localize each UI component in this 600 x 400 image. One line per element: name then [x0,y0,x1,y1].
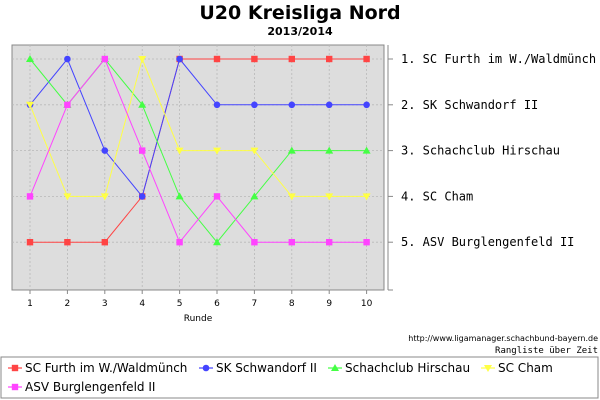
data-point [325,193,334,201]
data-point [176,55,183,63]
x-axis-label: Runde [184,314,213,324]
legend-box [0,356,599,399]
legend-label: Schachclub Hirschau [345,361,470,375]
data-point [138,100,147,108]
rank-label: 2. SK Schwandorf II [401,98,538,112]
data-point [325,101,333,109]
x-tick-label: 2 [65,299,71,309]
legend-marker [11,364,19,372]
legend-item: SK Schwandorf II [199,361,317,375]
legend-item: SC Furth im W./Waldmünch [8,361,187,375]
data-point [64,239,71,246]
x-tick-label: 8 [289,299,295,309]
legend-label: ASV Burglengenfeld II [25,380,155,394]
data-point [175,192,184,200]
rank-label: 4. SC Cham [401,189,473,203]
x-tick-label: 4 [139,299,145,309]
data-point [101,55,108,63]
data-point [26,239,34,246]
series-line [30,58,367,243]
data-point [251,239,258,246]
data-point [26,55,34,62]
data-point [326,55,333,63]
x-tick-label: 7 [252,299,258,309]
rank-label: 1. SC Furth im W./Waldmünch [401,52,596,66]
data-point [363,55,370,63]
data-point [100,193,109,201]
data-point [363,101,370,109]
legend-label: SC Cham [498,361,553,375]
x-tick-label: 6 [214,299,220,309]
data-point [287,146,296,154]
rank-label: 3. Schachclub Hirschau [401,144,560,158]
plot-area [11,44,385,291]
data-point [63,193,72,201]
legend-item: ASV Burglengenfeld II [8,380,155,394]
series-line [29,57,367,198]
data-point [138,193,146,200]
data-point [213,193,221,200]
data-point [176,239,183,246]
legend-label: SC Furth im W./Waldmünch [25,361,187,375]
data-point [26,101,34,109]
legend-marker [11,383,19,391]
rank-label: 5. ASV Burglengenfeld II [401,235,574,249]
data-point [101,147,109,154]
data-point [362,193,371,201]
data-point [362,146,371,154]
data-point [64,55,71,63]
legend-item: SC Cham [481,361,553,375]
x-tick-label: 1 [27,299,33,309]
legend-item: Schachclub Hirschau [328,361,470,375]
x-tick-label: 9 [326,299,332,309]
chart-title: U20 Kreisliga Nord [199,2,400,24]
source-url: http://www.ligamanager.schachbund-bayern… [408,334,598,343]
data-point [288,101,296,109]
data-point [287,193,296,201]
data-point [250,192,259,200]
data-point [288,239,295,246]
data-point [26,193,34,200]
data-point [139,147,146,154]
legend-marker [331,364,339,371]
series-layer [26,55,371,246]
series-line [29,58,367,244]
x-tick-label: 3 [102,299,108,309]
data-point [325,146,334,154]
data-point [175,147,184,155]
series-5 [26,55,370,246]
data-point [138,56,147,63]
data-point [251,55,258,63]
rank-labels: 1. SC Furth im W./Waldmünch 2. SK Schwand… [388,52,596,291]
data-point [213,101,221,109]
data-point [251,101,258,109]
legend-marker [484,365,492,372]
data-point [288,55,295,63]
x-axis: 1 2 3 4 5 6 7 8 9 10 [27,290,373,309]
data-point [64,101,71,108]
data-point [213,55,221,63]
series-4 [26,56,371,201]
x-tick-label: 5 [177,299,183,309]
legend: SC Furth im W./Waldmünch SK Schwandorf II… [8,361,553,394]
data-point [326,239,333,246]
data-point [213,238,221,246]
data-point [363,239,370,246]
data-point [101,239,108,246]
data-point [250,147,259,155]
legend-marker [202,364,210,372]
legend-label: SK Schwandorf II [216,361,317,375]
x-tick-label: 10 [361,299,373,309]
chart-subtitle: 2013/2014 [267,25,333,38]
series-line [29,57,367,197]
chart-caption: Rangliste über Zeit [495,346,598,356]
data-point [213,147,221,155]
